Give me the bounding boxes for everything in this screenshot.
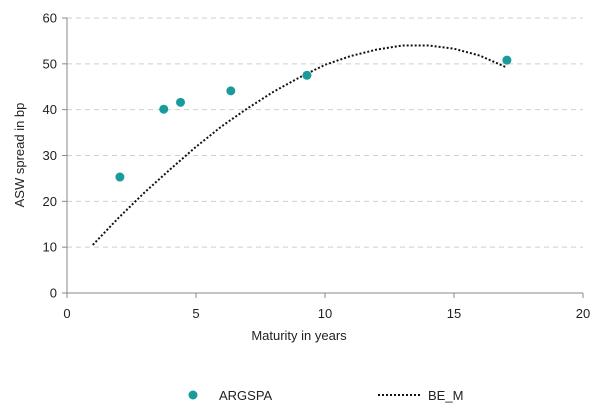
y-tick-label: 10 (43, 240, 57, 255)
x-tick-label: 0 (63, 306, 70, 321)
legend: ARGSPA BE_M (188, 388, 463, 403)
x-tick-label: 5 (192, 306, 199, 321)
x-tick-labels: 0 5 10 15 20 (63, 306, 590, 321)
y-tick-label: 0 (50, 286, 57, 301)
data-point-argspa (502, 55, 512, 65)
data-point-argspa (176, 97, 186, 107)
axes (62, 17, 584, 298)
y-tick-labels: 0 10 20 30 40 50 60 (43, 11, 57, 301)
x-tick-label: 20 (576, 306, 590, 321)
y-tick-label: 40 (43, 102, 57, 117)
gridlines (67, 17, 583, 248)
y-axis-title: ASW spread in bp (12, 103, 27, 208)
data-point-argspa (115, 172, 125, 182)
series-line-be-m (92, 44, 507, 246)
y-tick-label: 60 (43, 11, 57, 26)
y-tick-label: 50 (43, 56, 57, 71)
x-tick-label: 10 (318, 306, 332, 321)
legend-marker-argspa (188, 390, 198, 400)
x-tick-label: 15 (447, 306, 461, 321)
data-point-argspa (226, 86, 236, 96)
legend-label-argspa: ARGSPA (219, 388, 273, 403)
legend-label-be-m: BE_M (428, 388, 463, 403)
series-points (115, 55, 512, 182)
x-axis-title: Maturity in years (251, 328, 347, 343)
y-tick-label: 20 (43, 194, 57, 209)
data-point-argspa (159, 104, 169, 114)
data-point-argspa (302, 70, 312, 80)
series-lines (92, 44, 507, 246)
y-tick-label: 30 (43, 148, 57, 163)
